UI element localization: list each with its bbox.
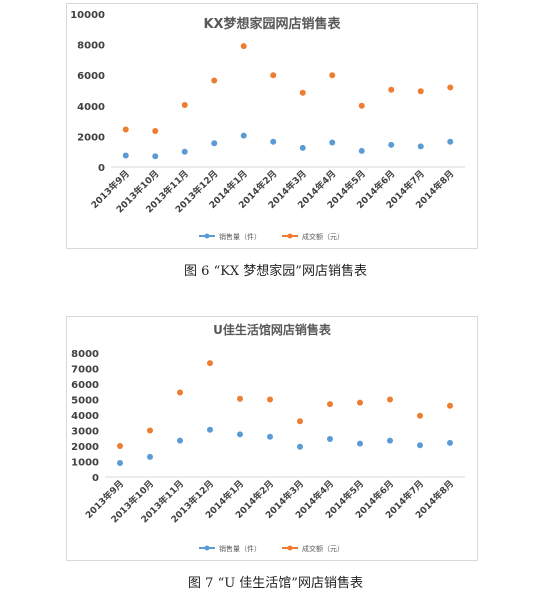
sales-point — [447, 439, 453, 446]
legend-marker — [287, 545, 293, 551]
sales-point — [447, 138, 454, 145]
sales-point — [147, 453, 153, 460]
sales-point — [237, 431, 243, 438]
legend-label: 成交额（元） — [302, 544, 344, 553]
sales-point — [240, 132, 247, 139]
sales-point — [152, 153, 159, 160]
sales-point — [388, 141, 395, 148]
y-tick-label: 8000 — [71, 349, 99, 360]
revenue-point — [387, 396, 393, 403]
revenue-point — [358, 102, 365, 109]
chart-title: KX梦想家园网店销售表 — [203, 16, 341, 32]
legend-label: 销售量（件） — [219, 544, 261, 553]
sales-point — [299, 144, 306, 151]
chart-title: U佳生活馆网店销售表 — [213, 322, 332, 337]
revenue-point — [447, 84, 454, 91]
sales-point — [207, 426, 213, 433]
revenue-point — [447, 402, 453, 409]
sales-point — [417, 143, 424, 150]
y-tick-label: 6000 — [71, 380, 99, 391]
sales-point — [417, 442, 423, 449]
sales-point — [297, 443, 303, 450]
y-tick-label: 6000 — [77, 71, 105, 82]
revenue-point — [147, 427, 153, 434]
y-tick-label: 2000 — [71, 442, 99, 453]
sales-point — [181, 148, 188, 155]
sales-point — [327, 436, 333, 443]
revenue-point — [417, 88, 424, 95]
legend-marker — [287, 233, 293, 239]
revenue-point — [297, 418, 303, 425]
revenue-point — [181, 102, 188, 109]
revenue-point — [270, 72, 277, 79]
y-tick-label: 1000 — [71, 458, 99, 469]
revenue-point — [388, 86, 395, 93]
figure-6-caption: 图 6 “KX 梦想家园”网店销售表 — [184, 264, 367, 279]
y-tick-label: 2000 — [77, 132, 105, 143]
sales-point — [387, 437, 393, 444]
chart-u-sales: U佳生活馆网店销售表 0 1000 2000 3000 4000 5000 6000 7000 8… — [66, 316, 478, 561]
sales-point — [270, 138, 277, 145]
y-tick-label: 7000 — [71, 365, 99, 376]
sales-point — [329, 139, 336, 146]
y-tick-label: 4000 — [77, 102, 105, 113]
revenue-point — [240, 43, 247, 50]
revenue-point — [357, 399, 363, 406]
revenue-point — [177, 389, 183, 396]
revenue-point — [117, 443, 123, 449]
sales-point — [117, 460, 123, 467]
sales-point — [358, 147, 365, 154]
revenue-point — [327, 401, 333, 408]
sales-point — [357, 440, 363, 447]
chart-kx-sales: KX梦想家园网店销售表 0 2000 4000 6000 8000 10000 2013年9月… — [66, 3, 478, 249]
revenue-point — [237, 395, 243, 402]
revenue-point — [329, 72, 336, 79]
y-tick-label: 0 — [98, 163, 105, 174]
legend-marker — [204, 233, 210, 239]
chart-kx-sales-svg: KX梦想家园网店销售表02000400060008000100002013年9月… — [70, 10, 465, 241]
legend-marker — [204, 545, 210, 551]
revenue-point — [211, 77, 218, 84]
y-tick-label: 0 — [92, 473, 99, 484]
y-tick-label: 10000 — [70, 10, 105, 21]
y-tick-label: 3000 — [71, 427, 99, 438]
sales-point — [177, 437, 183, 444]
revenue-point — [207, 360, 213, 367]
chart-u-sales-svg: U佳生活馆网店销售表 0 1000 2000 3000 4000 5000 6000 7000 8… — [71, 322, 465, 553]
revenue-point — [267, 396, 273, 403]
sales-point — [122, 152, 129, 159]
legend-label: 成交额（元） — [302, 232, 344, 241]
y-tick-label: 4000 — [71, 411, 99, 422]
y-tick-label: 5000 — [71, 396, 99, 407]
revenue-point — [299, 89, 306, 96]
y-tick-label: 8000 — [77, 41, 105, 52]
legend-label: 销售量（件） — [219, 232, 261, 241]
figure-7-caption: 图 7 “U 佳生活馆”网店销售表 — [188, 576, 363, 591]
revenue-point — [417, 412, 423, 419]
sales-point — [211, 140, 218, 147]
revenue-point — [122, 126, 129, 133]
sales-point — [267, 433, 273, 440]
revenue-point — [152, 128, 159, 135]
